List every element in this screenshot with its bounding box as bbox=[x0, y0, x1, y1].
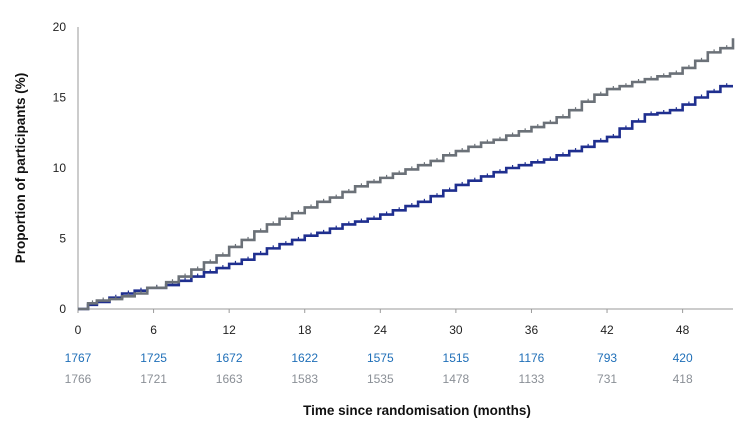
risk-count: 1575 bbox=[367, 351, 394, 365]
x-tick-label: 6 bbox=[150, 323, 157, 337]
risk-count: 1583 bbox=[291, 372, 318, 386]
risk-count: 1478 bbox=[443, 372, 470, 386]
x-tick-label: 18 bbox=[298, 323, 312, 337]
risk-count: 731 bbox=[597, 372, 617, 386]
risk-count: 420 bbox=[673, 351, 693, 365]
x-tick-label: 42 bbox=[600, 323, 614, 337]
x-tick-label: 0 bbox=[75, 323, 82, 337]
numbers-at-risk-table: 1767 1725 1672 1622 1575 1515 1176 793 420 1766 17… bbox=[65, 351, 693, 386]
y-axis-title: Proportion of participants (%) bbox=[13, 73, 28, 264]
series-line-2 bbox=[78, 38, 735, 311]
x-tick-label: 12 bbox=[222, 323, 236, 337]
series-layer bbox=[78, 38, 735, 311]
risk-count: 1515 bbox=[443, 351, 470, 365]
risk-count: 1721 bbox=[140, 372, 167, 386]
y-tick-label: 10 bbox=[53, 161, 67, 175]
risk-count: 1725 bbox=[140, 351, 167, 365]
risk-count: 1672 bbox=[216, 351, 243, 365]
risk-count: 1622 bbox=[291, 351, 318, 365]
x-axis-title: Time since randomisation (months) bbox=[303, 403, 531, 418]
risk-count: 1176 bbox=[519, 351, 545, 365]
y-tick-labels: 0 5 10 15 20 bbox=[53, 20, 67, 316]
risk-count: 1767 bbox=[65, 351, 92, 365]
y-tick-label: 20 bbox=[53, 20, 67, 34]
risk-count: 1535 bbox=[367, 372, 394, 386]
y-tick-label: 0 bbox=[59, 302, 66, 316]
x-tick-labels: 0 6 12 18 24 30 36 42 48 bbox=[75, 309, 690, 337]
risk-count: 1663 bbox=[216, 372, 243, 386]
risk-count: 418 bbox=[673, 372, 693, 386]
axes bbox=[77, 27, 733, 310]
series-line-1 bbox=[78, 84, 733, 311]
x-tick-label: 24 bbox=[374, 323, 388, 337]
x-tick-label: 48 bbox=[676, 323, 690, 337]
y-tick-label: 5 bbox=[59, 232, 66, 246]
x-tick-label: 30 bbox=[449, 323, 463, 337]
risk-count: 1133 bbox=[519, 372, 545, 386]
risk-count: 1766 bbox=[65, 372, 92, 386]
risk-count: 793 bbox=[597, 351, 617, 365]
y-tick-label: 15 bbox=[53, 91, 67, 105]
x-tick-label: 36 bbox=[525, 323, 539, 337]
